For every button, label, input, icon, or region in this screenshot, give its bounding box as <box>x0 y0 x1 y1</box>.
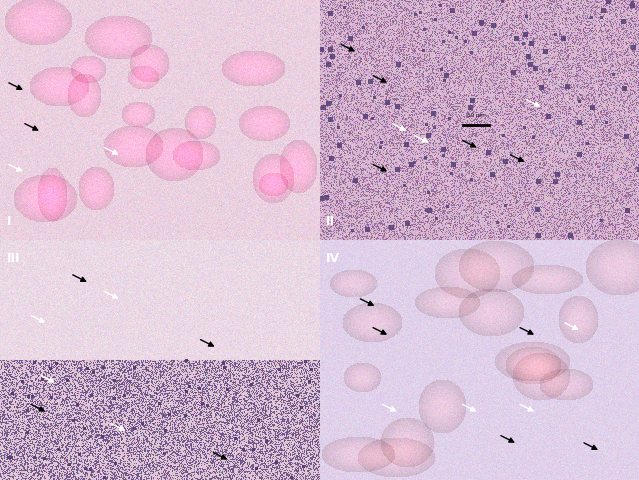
Text: IV: IV <box>326 252 340 265</box>
Text: 50 μm: 50 μm <box>467 113 485 118</box>
Text: III: III <box>6 252 20 265</box>
Text: II: II <box>326 215 335 228</box>
Text: I: I <box>6 215 11 228</box>
